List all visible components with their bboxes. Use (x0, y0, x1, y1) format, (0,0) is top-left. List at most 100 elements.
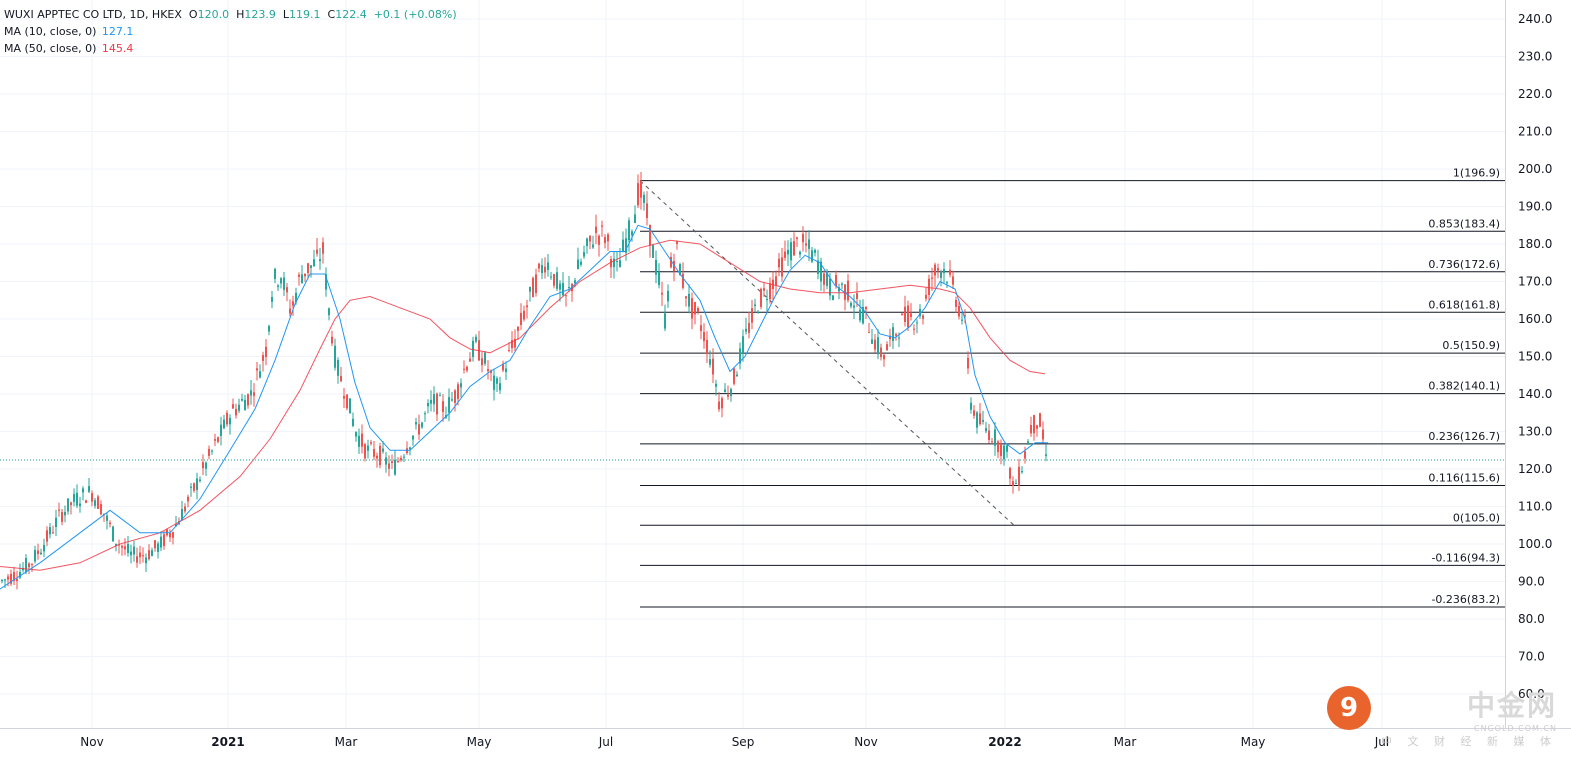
candle-body (565, 295, 567, 297)
candle-body (820, 261, 822, 282)
candle-body (715, 383, 717, 387)
candle-body (931, 277, 933, 279)
candle-body (829, 278, 831, 296)
candle-body (532, 277, 534, 298)
y-tick-label: 230.0 (1518, 50, 1552, 64)
candle-body (622, 239, 624, 252)
candle-body (1, 579, 3, 582)
candle-body (637, 183, 639, 206)
ma10-value: 127.1 (101, 25, 134, 38)
candle-body (661, 292, 663, 295)
candle-body (283, 277, 285, 290)
candle-body (424, 413, 426, 415)
candle-body (862, 307, 864, 324)
candle-body (112, 526, 114, 542)
y-tick-label: 120.0 (1518, 462, 1552, 476)
candle-body (550, 276, 552, 278)
candle-body (166, 529, 168, 536)
y-tick-label: 90.0 (1518, 575, 1545, 589)
candle-body (910, 313, 912, 317)
y-tick-label: 140.0 (1518, 387, 1552, 401)
candle-body (733, 368, 735, 384)
candle-body (319, 259, 321, 262)
candle-body (694, 302, 696, 315)
candle-body (73, 493, 75, 502)
candle-body (310, 265, 312, 268)
candle-body (517, 327, 519, 331)
candle-body (1021, 471, 1023, 473)
candle-body (214, 439, 216, 441)
candle-body (544, 266, 546, 273)
candle-body (208, 448, 210, 456)
candle-body (337, 360, 339, 376)
candle-body (343, 395, 345, 399)
fib-level-label: 0.5(150.9) (1442, 339, 1500, 352)
candle-body (850, 302, 852, 307)
candle-body (490, 370, 492, 373)
ma50-row[interactable]: MA (50, close, 0) 145.4 (4, 40, 457, 57)
candle-body (679, 264, 681, 275)
candle-body (184, 506, 186, 512)
candle-body (991, 441, 993, 443)
candle-body (721, 398, 723, 409)
candle-body (349, 398, 351, 414)
candle-body (664, 313, 666, 329)
candle-body (853, 305, 855, 308)
candle-body (322, 242, 324, 254)
candle-body (115, 543, 117, 546)
candle-body (40, 552, 42, 555)
candle-body (601, 225, 603, 227)
candle-body (472, 340, 474, 358)
candle-body (496, 378, 498, 384)
candle-body (979, 413, 981, 425)
watermark: 9 中金网 CNGOLD.COM.CN 中 文 财 经 新 媒 体 (1327, 684, 1557, 749)
candle-body (724, 389, 726, 392)
candle-body (700, 325, 702, 331)
fib-level-label: 0.116(115.6) (1428, 472, 1500, 485)
candle-body (43, 544, 45, 552)
candle-body (157, 543, 159, 552)
candle-body (1033, 415, 1035, 434)
candle-body (181, 508, 183, 521)
candle-body (451, 399, 453, 401)
candle-body (139, 552, 141, 558)
candle-body (358, 435, 360, 447)
candle-body (916, 322, 918, 324)
candle-body (1045, 454, 1047, 456)
candle-body (250, 390, 252, 396)
candle-body (982, 419, 984, 422)
candle-body (799, 251, 801, 255)
candle-body (634, 214, 636, 223)
candle-body (274, 268, 276, 279)
candle-body (955, 299, 957, 307)
ma10-row[interactable]: MA (10, close, 0) 127.1 (4, 23, 457, 40)
candle-body (805, 243, 807, 246)
candle-body (160, 536, 162, 548)
candle-body (484, 352, 486, 364)
candle-body (100, 504, 102, 515)
fibonacci-retracement[interactable]: 1(196.9) 0.853(183.4) 0.736(172.6) 0.618(16… (640, 167, 1505, 608)
candle-body (1000, 444, 1002, 456)
y-tick-label: 100.0 (1518, 537, 1552, 551)
candle-body (331, 336, 333, 344)
candle-body (97, 496, 99, 509)
candle-body (193, 483, 195, 491)
candle-body (730, 389, 732, 397)
candle-body (592, 244, 594, 248)
candle-body (397, 460, 399, 462)
candle-body (613, 258, 615, 268)
candle-body (832, 295, 834, 300)
fib-level-label: 1(196.9) (1453, 167, 1500, 180)
candle-body (370, 442, 372, 444)
candle-body (937, 268, 939, 271)
candle-body (1012, 481, 1014, 486)
candle-body (586, 238, 588, 247)
candle-body (316, 249, 318, 254)
open-value: 120.0 (197, 8, 230, 21)
candle-body (418, 424, 420, 435)
symbol-title: WUXI APPTEC CO LTD, 1D, HKEX (4, 8, 182, 21)
y-tick-label: 150.0 (1518, 350, 1552, 364)
candle-body (142, 555, 144, 557)
candle-body (997, 441, 999, 453)
